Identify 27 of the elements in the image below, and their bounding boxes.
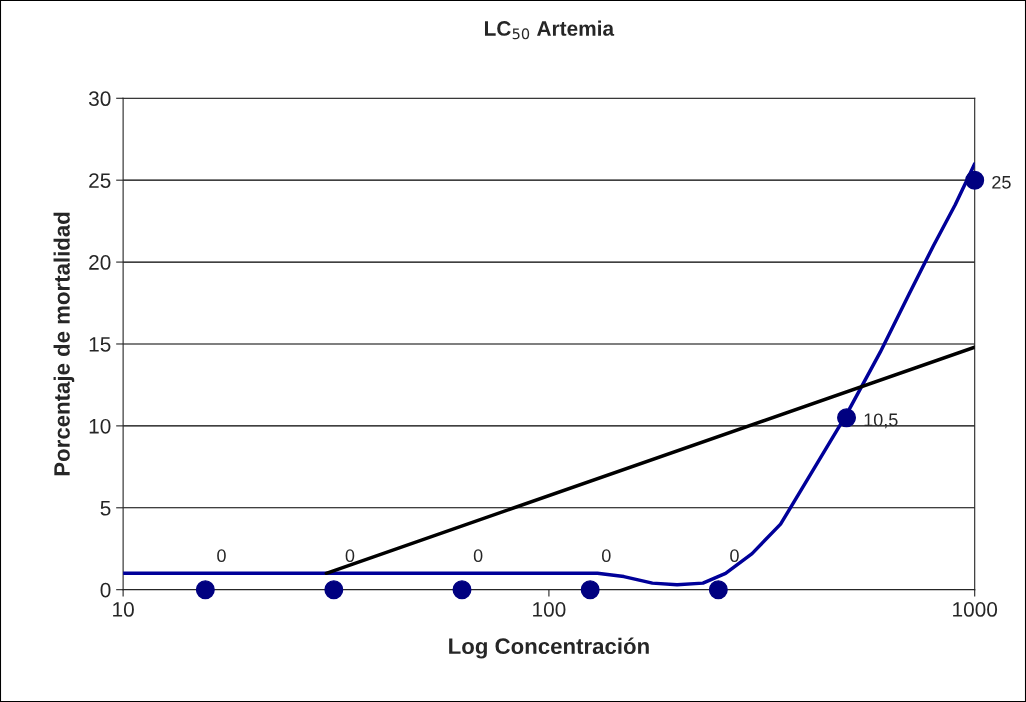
y-tick-label: 0 <box>100 582 111 598</box>
data-label: 0 <box>730 549 739 563</box>
data-label: 0 <box>601 549 611 563</box>
point <box>195 580 215 600</box>
chart-title: LC$_{50}$ Artemia <box>484 20 615 40</box>
x-tick-label: 10 <box>113 602 134 617</box>
y-tick-label: 15 <box>89 337 111 352</box>
point <box>324 580 344 600</box>
y-tick-label: 20 <box>89 255 111 270</box>
data-label: 0 <box>473 549 483 563</box>
point <box>708 580 728 600</box>
data-label: 10,5 <box>864 413 898 429</box>
data-label: 25 <box>992 175 1011 189</box>
x-tick-label: 100 <box>533 602 566 617</box>
point <box>452 580 472 600</box>
point <box>580 580 600 600</box>
y-tick-label: 5 <box>100 501 111 516</box>
y-tick-label: 30 <box>88 91 111 107</box>
x-tick-label: 1000 <box>953 602 998 617</box>
data-label: 0 <box>345 549 355 563</box>
y-tick-label: 25 <box>89 173 111 188</box>
x-axis-title: Log Concentración <box>449 637 649 659</box>
y-tick-label: 10 <box>89 418 111 434</box>
data-label: 0 <box>217 549 226 563</box>
y-axis-title: Porcentaje de mortalidad <box>53 212 75 476</box>
point <box>837 408 857 428</box>
point <box>965 170 985 190</box>
